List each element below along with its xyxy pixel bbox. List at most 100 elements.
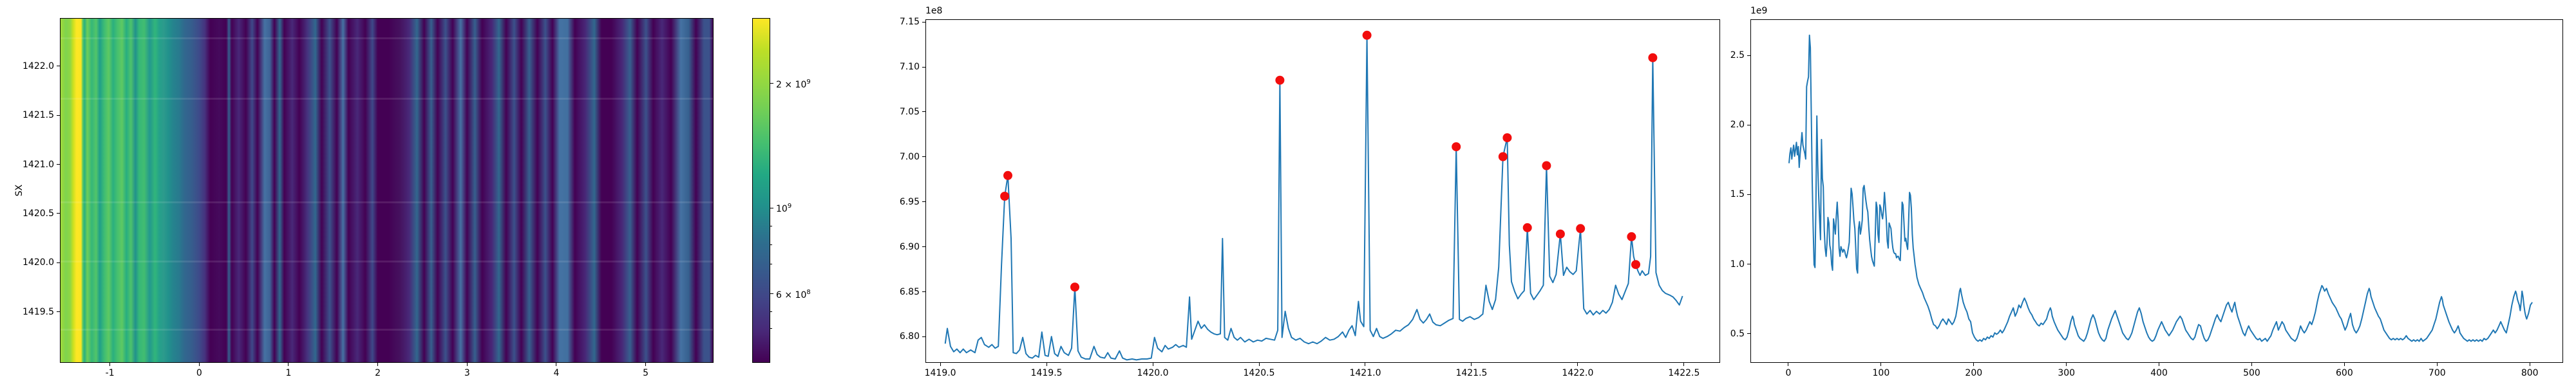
x-tick-mark [1046, 363, 1047, 366]
x-tick-mark [2436, 363, 2438, 366]
x-tick-label: 500 [2243, 368, 2260, 378]
heatmap-scanline [61, 201, 713, 204]
peak-marker [1627, 232, 1636, 241]
colorbar-tick-mark [770, 83, 773, 84]
heatmap-axes [60, 18, 714, 363]
y-tick-label: 1421.5 [23, 110, 54, 121]
x-tick-label: 1420.0 [1137, 368, 1169, 378]
y-tick-label: 1.5 [1730, 189, 1745, 200]
y-tick-label: 2.5 [1730, 50, 1745, 61]
peak-marker [1070, 282, 1079, 292]
timeseries-plot [1788, 34, 2533, 342]
x-tick-label: 4 [553, 368, 560, 378]
x-tick-label: 1422.5 [1668, 368, 1700, 378]
x-tick-mark [377, 363, 379, 366]
x-tick-mark [1973, 363, 1975, 366]
y-tick-mark [57, 311, 60, 313]
x-tick-label: 1422.0 [1562, 368, 1594, 378]
y-tick-label: 6.90 [899, 241, 920, 252]
y-tick-mark [922, 201, 925, 203]
y-tick-label: 6.80 [899, 331, 920, 342]
x-tick-label: 0 [1785, 368, 1792, 378]
peak-marker [1498, 152, 1508, 161]
heatmap-scanline [61, 37, 713, 39]
data-line [1788, 34, 2533, 342]
y-tick-mark [1747, 333, 1750, 335]
x-tick-mark [288, 363, 289, 366]
timeseries-axes [1750, 19, 2563, 363]
x-tick-label: 1419.0 [924, 368, 956, 378]
x-tick-mark [1258, 363, 1260, 366]
spectrum-offset-label: 1e8 [925, 6, 943, 16]
x-tick-label: 3 [464, 368, 470, 378]
peak-marker [1003, 170, 1012, 180]
y-tick-mark [922, 246, 925, 248]
peak-marker [1576, 224, 1586, 234]
data-line [944, 34, 1683, 361]
y-tick-label: 6.95 [899, 196, 920, 207]
heatmap-image [61, 19, 713, 362]
y-tick-label: 7.05 [899, 106, 920, 117]
peak-marker [1648, 53, 1658, 62]
y-tick-label: 6.85 [899, 286, 920, 297]
x-tick-mark [1577, 363, 1578, 366]
x-tick-label: 1421.5 [1455, 368, 1488, 378]
x-tick-label: 1419.5 [1030, 368, 1063, 378]
colorbar [752, 18, 770, 363]
peak-marker [1502, 133, 1512, 143]
x-tick-mark [940, 363, 941, 366]
x-tick-label: -1 [105, 368, 115, 378]
y-tick-label: 7.10 [899, 62, 920, 73]
y-tick-label: 0.5 [1730, 328, 1745, 339]
y-tick-label: 1420.0 [23, 257, 54, 268]
y-tick-label: 1422.0 [23, 60, 54, 71]
y-tick-mark [922, 291, 925, 293]
heatmap-scanline [61, 98, 713, 100]
colorbar-tick-label: 2 × 109 [776, 78, 811, 90]
y-tick-mark [922, 111, 925, 113]
peak-marker [1542, 161, 1551, 170]
peak-marker [1275, 75, 1285, 85]
heatmap-ylabel: SX [14, 184, 24, 197]
y-tick-label: 1420.5 [23, 208, 54, 219]
x-tick-mark [645, 363, 647, 366]
y-tick-mark [1747, 55, 1750, 56]
x-tick-label: 600 [2336, 368, 2353, 378]
x-tick-mark [2066, 363, 2067, 366]
x-tick-mark [2251, 363, 2252, 366]
x-tick-mark [1683, 363, 1685, 366]
heatmap-scanline [61, 260, 713, 262]
x-tick-mark [466, 363, 468, 366]
colorbar-tick-mark [770, 293, 773, 295]
colorbar-tick-label: 6 × 108 [776, 288, 811, 300]
x-tick-label: 200 [1965, 368, 1983, 378]
peak-marker [1631, 260, 1640, 270]
x-tick-label: 1 [285, 368, 292, 378]
timeseries-offset-label: 1e9 [1750, 6, 1768, 16]
heatmap-scanline [61, 329, 713, 331]
x-tick-mark [198, 363, 200, 366]
peak-marker [1555, 229, 1565, 239]
colorbar-minor-tick-mark [770, 244, 772, 245]
peak-marker [1000, 192, 1010, 201]
spectrum-plot [944, 30, 1683, 361]
y-tick-label: 1419.5 [23, 306, 54, 317]
peak-marker [1522, 223, 1532, 232]
peak-marker [1362, 30, 1372, 40]
y-tick-mark [57, 213, 60, 214]
y-tick-mark [922, 336, 925, 337]
y-tick-mark [922, 156, 925, 158]
colorbar-tick-label: 109 [776, 203, 792, 215]
x-tick-label: 1421.0 [1349, 368, 1381, 378]
y-tick-mark [57, 262, 60, 263]
x-tick-label: 100 [1872, 368, 1890, 378]
x-tick-label: 1420.5 [1243, 368, 1275, 378]
x-tick-mark [109, 363, 111, 366]
spectrum-axes [925, 19, 1720, 363]
x-tick-label: 0 [196, 368, 202, 378]
y-tick-mark [57, 164, 60, 165]
y-tick-label: 1.0 [1730, 259, 1745, 270]
y-tick-mark [922, 66, 925, 68]
x-tick-label: 300 [2058, 368, 2076, 378]
